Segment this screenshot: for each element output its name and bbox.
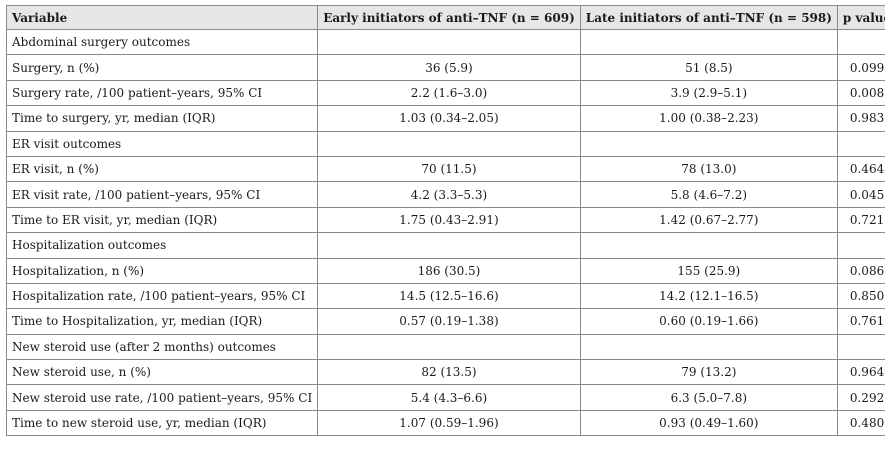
table-row: Time to new steroid use, yr, median (IQR… xyxy=(5,409,885,437)
late-value: 155 (25.9) xyxy=(579,257,838,284)
early-value: 1.07 (0.59–1.96) xyxy=(317,409,581,437)
p-value: 0.983 xyxy=(836,105,885,132)
table-row: Hospitalization rate, /100 patient–years… xyxy=(5,282,885,310)
row-label: Time to surgery, yr, median (IQR) xyxy=(5,105,319,132)
late-value: 78 (13.0) xyxy=(579,155,838,183)
row-label: New steroid use (after 2 months) outcome… xyxy=(5,333,319,361)
table-row: ER visit, n (%) 70 (11.5) 78 (13.0) 0.464 xyxy=(5,155,885,183)
table-row: Time to Hospitalization, yr, median (IQR… xyxy=(5,308,885,335)
p-value: 0.045 xyxy=(836,181,885,208)
p-value: 0.964 xyxy=(836,359,885,386)
late-value xyxy=(579,333,838,361)
p-value xyxy=(836,232,885,259)
early-value xyxy=(317,130,581,157)
late-value: 6.3 (5.0–7.8) xyxy=(579,384,838,411)
late-value: 0.60 (0.19–1.66) xyxy=(579,308,838,335)
table-row: Hospitalization, n (%) 186 (30.5) 155 (25.… xyxy=(5,257,885,284)
late-value: 0.93 (0.49–1.60) xyxy=(579,409,838,437)
header-variable: Variable xyxy=(5,5,319,30)
p-value xyxy=(836,130,885,157)
early-value: 2.2 (1.6–3.0) xyxy=(317,79,581,107)
late-value: 14.2 (12.1–16.5) xyxy=(579,282,838,310)
p-value xyxy=(836,28,885,56)
late-value: 51 (8.5) xyxy=(579,54,838,81)
late-value xyxy=(579,130,838,157)
row-label: Time to new steroid use, yr, median (IQR… xyxy=(5,409,319,437)
late-value: 1.00 (0.38–2.23) xyxy=(579,105,838,132)
p-value: 0.480 xyxy=(836,409,885,437)
row-label: Hospitalization outcomes xyxy=(5,232,319,259)
p-value: 0.292 xyxy=(836,384,885,411)
outcomes-table-container: Variable Early initiators of anti–TNF (n… xyxy=(5,5,885,437)
row-label: Surgery rate, /100 patient–years, 95% CI xyxy=(5,79,319,107)
p-value: 0.850 xyxy=(836,282,885,310)
header-early-initiators: Early initiators of anti–TNF (n = 609) xyxy=(317,5,581,30)
row-label: Hospitalization rate, /100 patient–years… xyxy=(5,282,319,310)
early-value: 70 (11.5) xyxy=(317,155,581,183)
table-row: ER visit outcomes xyxy=(5,130,885,157)
p-value: 0.099 xyxy=(836,54,885,81)
early-value xyxy=(317,232,581,259)
table-row: Time to surgery, yr, median (IQR) 1.03 (0… xyxy=(5,105,885,132)
p-value: 0.008 xyxy=(836,79,885,107)
p-value: 0.086 xyxy=(836,257,885,284)
table-row: New steroid use rate, /100 patient–years… xyxy=(5,384,885,411)
early-value xyxy=(317,28,581,56)
row-label: ER visit rate, /100 patient–years, 95% C… xyxy=(5,181,319,208)
early-value: 82 (13.5) xyxy=(317,359,581,386)
early-value: 0.57 (0.19–1.38) xyxy=(317,308,581,335)
early-value: 14.5 (12.5–16.6) xyxy=(317,282,581,310)
table-row: ER visit rate, /100 patient–years, 95% C… xyxy=(5,181,885,208)
row-label: ER visit, n (%) xyxy=(5,155,319,183)
row-label: Surgery, n (%) xyxy=(5,54,319,81)
early-value: 1.03 (0.34–2.05) xyxy=(317,105,581,132)
late-value: 3.9 (2.9–5.1) xyxy=(579,79,838,107)
row-label: Hospitalization, n (%) xyxy=(5,257,319,284)
p-value xyxy=(836,333,885,361)
late-value xyxy=(579,28,838,56)
table-row: New steroid use, n (%) 82 (13.5) 79 (13.2)… xyxy=(5,359,885,386)
table-row: Abdominal surgery outcomes xyxy=(5,28,885,56)
table-row: Surgery rate, /100 patient–years, 95% CI… xyxy=(5,79,885,107)
header-late-initiators: Late initiators of anti–TNF (n = 598) xyxy=(579,5,838,30)
table-row: Hospitalization outcomes xyxy=(5,232,885,259)
row-label: Abdominal surgery outcomes xyxy=(5,28,319,56)
row-label: Time to ER visit, yr, median (IQR) xyxy=(5,206,319,234)
early-value: 1.75 (0.43–2.91) xyxy=(317,206,581,234)
p-value: 0.761 xyxy=(836,308,885,335)
table-row: New steroid use (after 2 months) outcome… xyxy=(5,333,885,361)
header-p-value: p value xyxy=(836,5,885,30)
late-value: 79 (13.2) xyxy=(579,359,838,386)
early-value: 5.4 (4.3–6.6) xyxy=(317,384,581,411)
table-row: Time to ER visit, yr, median (IQR) 1.75 (… xyxy=(5,206,885,234)
early-value: 4.2 (3.3–5.3) xyxy=(317,181,581,208)
outcomes-table: Variable Early initiators of anti–TNF (n… xyxy=(5,5,885,437)
late-value: 5.8 (4.6–7.2) xyxy=(579,181,838,208)
row-label: New steroid use, n (%) xyxy=(5,359,319,386)
early-value: 186 (30.5) xyxy=(317,257,581,284)
row-label: New steroid use rate, /100 patient–years… xyxy=(5,384,319,411)
row-label: ER visit outcomes xyxy=(5,130,319,157)
late-value: 1.42 (0.67–2.77) xyxy=(579,206,838,234)
table-body: Abdominal surgery outcomes Surgery, n (%… xyxy=(5,28,885,437)
row-label: Time to Hospitalization, yr, median (IQR… xyxy=(5,308,319,335)
early-value: 36 (5.9) xyxy=(317,54,581,81)
table-row: Surgery, n (%) 36 (5.9) 51 (8.5) 0.099 xyxy=(5,54,885,81)
p-value: 0.464 xyxy=(836,155,885,183)
early-value xyxy=(317,333,581,361)
late-value xyxy=(579,232,838,259)
header-row: Variable Early initiators of anti–TNF (n… xyxy=(5,5,885,30)
p-value: 0.721 xyxy=(836,206,885,234)
